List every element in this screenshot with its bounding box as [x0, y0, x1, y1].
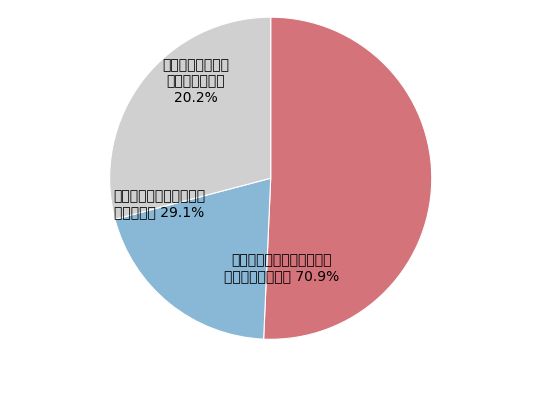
Wedge shape: [263, 17, 432, 339]
Text: 人件費への対応策として
施策はない 29.1%: 人件費への対応策として 施策はない 29.1%: [113, 189, 205, 219]
Wedge shape: [109, 17, 271, 219]
Text: 人件費の増加への対応策と
必要な施策がある 70.9%: 人件費の増加への対応策と 必要な施策がある 70.9%: [224, 253, 339, 284]
Text: 引き上げしても、
施策は必要ない
20.2%: 引き上げしても、 施策は必要ない 20.2%: [162, 58, 229, 105]
Wedge shape: [115, 178, 271, 339]
